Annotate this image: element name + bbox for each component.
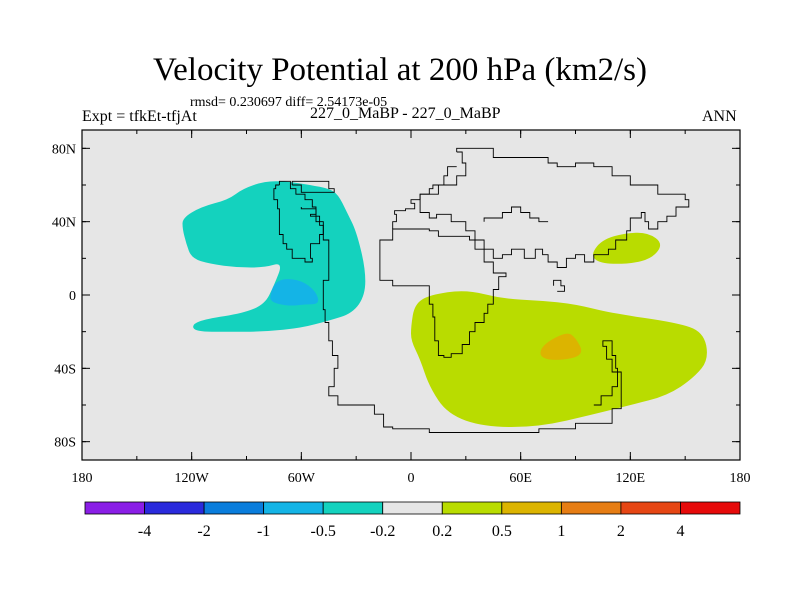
colorbar-label: 0.2	[432, 523, 452, 540]
coastline-8	[553, 279, 565, 292]
colorbar-label: 4	[676, 523, 684, 540]
colorbar-box	[560, 501, 622, 515]
colorbar-box	[84, 501, 145, 515]
coastline-7	[291, 180, 335, 193]
colorbar-label: 2	[617, 523, 625, 540]
colorbar-box	[680, 501, 741, 515]
y-tick-label: 40S	[54, 362, 76, 377]
x-tick-label: 60E	[509, 471, 532, 486]
colorbar-box	[203, 501, 265, 515]
colorbar-box	[501, 501, 562, 515]
colorbar-box	[263, 501, 324, 515]
y-tick-label: 80N	[52, 142, 76, 157]
experiment-label: Expt = tfkEt-tfjAt	[82, 108, 197, 125]
coastline-1	[273, 180, 324, 263]
y-tick-label: 0	[69, 289, 76, 304]
contour-region-positive-core	[540, 333, 582, 360]
coastline-5	[379, 228, 507, 358]
y-tick-label: 80S	[54, 436, 76, 451]
colorbar-label: -0.5	[311, 523, 336, 540]
x-tick-label: 0	[408, 471, 415, 486]
colorbar-box	[620, 501, 681, 515]
contour-layer	[182, 181, 707, 427]
x-tick-label: 60W	[288, 471, 316, 486]
x-tick-label: 180	[730, 471, 751, 486]
colorbar-label: -1	[257, 523, 270, 540]
coastline-2	[300, 207, 622, 433]
case-label: 227_0_MaBP - 227_0_MaBP	[310, 105, 501, 122]
colorbar-label: -0.2	[370, 523, 395, 540]
colorbar-label: -2	[197, 523, 210, 540]
stats-label: rmsd= 0.230697 diff= 2.54173e-05	[190, 95, 388, 110]
coastline-6	[483, 206, 549, 223]
contour-region-negative-core	[270, 279, 319, 306]
x-tick-label: 180	[72, 471, 93, 486]
colorbar-box	[144, 501, 205, 515]
coastline-layer	[273, 147, 690, 433]
colorbar-label: -4	[138, 523, 151, 540]
colorbar-box	[441, 501, 503, 515]
colorbar-label: 0.5	[492, 523, 512, 540]
contour-region-positive-asia-area	[593, 232, 661, 264]
x-tick-label: 120E	[616, 471, 646, 486]
colorbar-box	[322, 501, 384, 515]
x-tick-label: 120W	[175, 471, 210, 486]
coastline-3	[419, 147, 690, 268]
y-tick-label: 40N	[52, 216, 76, 231]
plot-background	[82, 130, 740, 460]
chart-title: Velocity Potential at 200 hPa (km2/s)	[152, 52, 648, 88]
colorbar-box	[382, 501, 443, 515]
season-label: ANN	[702, 108, 737, 125]
colorbar-label: 1	[557, 523, 565, 540]
coastline-4	[392, 166, 457, 229]
